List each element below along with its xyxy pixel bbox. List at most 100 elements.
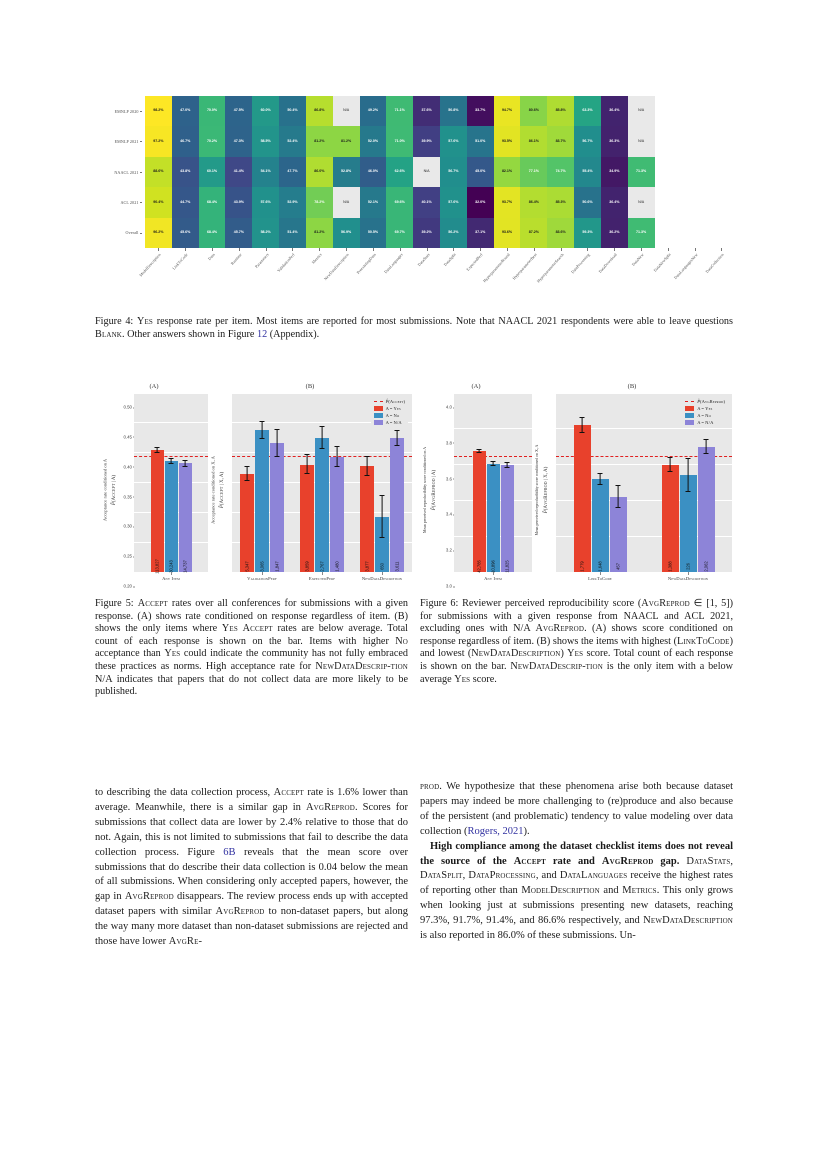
legend-item: A = N/A [373, 419, 405, 426]
legend-item: A = N/A [685, 419, 725, 426]
y-axis-label-math: P̂(Accept | X, A) [219, 471, 225, 508]
bar-count-label: 10,896 [490, 560, 496, 573]
bar[interactable]: 2,062 [697, 446, 715, 572]
bar[interactable]: 10,896 [486, 463, 500, 573]
panel-title: (A) [471, 383, 481, 390]
y-axis-label: Acceptance rate conditioned on X, A [210, 455, 215, 524]
axis-tick [238, 248, 240, 251]
gridline [556, 428, 732, 429]
bar[interactable]: 5,347 [240, 473, 254, 572]
bar-count-label: 14,737 [182, 560, 188, 573]
heatmap-column-label: Metrics [310, 252, 323, 265]
heatmap-cell: 70.0% [198, 96, 226, 127]
bar[interactable]: 30,243 [164, 461, 178, 573]
axis-tick [480, 248, 481, 251]
figure-5: (A) Acceptance rate conditioned on A P̂(Ac… [100, 381, 412, 589]
bar[interactable]: 650 [375, 517, 389, 572]
heatmap-column-label-slot: DataNewSplit [652, 248, 681, 300]
bar[interactable]: 14,737 [178, 463, 192, 573]
bar-count-label: 42,785 [476, 560, 482, 573]
chart-panel-a: (A) Acceptance rate conditioned on A P̂(Ac… [100, 381, 208, 589]
heatmap-cell: N/A [627, 126, 655, 157]
heatmap-column-label: DataDownload [597, 252, 618, 274]
error-bar [617, 486, 619, 508]
bar-slot: 30,243 [164, 393, 178, 573]
bar[interactable]: 3,877 [360, 466, 374, 572]
figure-6: (A) Mean perceived reproducibility score … [420, 381, 732, 589]
heatmap-cell: 36.3% [600, 126, 628, 157]
heatmap-cell: 43.9% [225, 187, 253, 218]
bar[interactable]: 1,480 [330, 456, 344, 572]
axis-tick [382, 572, 383, 575]
bar-count-label: 1,648 [597, 561, 603, 572]
bar[interactable]: 1,779 [573, 425, 591, 572]
legend-label: A = N/A [697, 420, 714, 425]
error-bar [366, 456, 368, 476]
error-bar-cap [319, 426, 325, 428]
heatmap-column-label-slot: Metrics [306, 248, 333, 300]
heatmap-cell: 32.0% [466, 187, 494, 218]
bar[interactable]: 42,785 [472, 451, 486, 573]
bar[interactable]: 3,611 [390, 438, 404, 572]
paragraph-left-1: to describing the data collection proces… [95, 787, 409, 948]
gridline [454, 392, 532, 393]
legend-label: A = Yes [697, 406, 713, 411]
error-bar-cap [364, 456, 370, 457]
heatmap-cell: 43.8% [171, 156, 199, 188]
figure-reference-link[interactable]: 12 [256, 328, 268, 340]
error-bar [581, 418, 583, 433]
bar-slot: 226 [679, 393, 697, 572]
bar[interactable]: 3,859 [300, 464, 314, 572]
gridline [556, 499, 732, 501]
heatmap-cell: 52.9% [279, 187, 306, 218]
heatmap-cell: 71.3% [627, 156, 655, 188]
bar[interactable]: 2,767 [315, 437, 329, 572]
bar[interactable]: 457 [609, 496, 627, 572]
bar[interactable]: 11,825 [500, 464, 514, 573]
bar-count-label: 1,779 [579, 561, 585, 572]
gridline [454, 428, 532, 429]
heatmap-cell: 52.4% [279, 126, 306, 157]
bar[interactable]: 1,388 [661, 464, 679, 572]
figure-reference-link[interactable]: 6B [223, 846, 236, 858]
bar-count-label: 3,065 [259, 561, 265, 572]
legend-dash-icon [685, 401, 695, 402]
heatmap-cell [681, 187, 709, 218]
bar[interactable]: 3,065 [255, 430, 269, 572]
heatmap-cell: 83.6% [547, 217, 575, 248]
heatmap-cell: 83.7% [547, 126, 575, 157]
heatmap-row-labels: EMNLP 2020 EMNLP 2021 NAACL 2021 ACL 2021 Ov… [95, 96, 145, 248]
error-bar [599, 473, 601, 485]
heatmap-cell: 46.0% [359, 156, 387, 188]
heatmap-cell: 70.2% [198, 126, 226, 157]
error-bar-cap [667, 470, 673, 472]
heatmap-cell [654, 126, 682, 157]
heatmap-cell: 81.2% [332, 126, 360, 157]
heatmap-cell: 56.7% [574, 126, 601, 157]
error-bar-cap [244, 465, 250, 467]
chart-panel-b: (B) Acceptance rate conditioned on X, A P̂… [208, 381, 412, 586]
x-tick-label: NewDataDescription [361, 575, 403, 581]
heatmap-cell: 74.7% [547, 156, 575, 188]
gridline [232, 422, 412, 423]
bar[interactable]: 113,827 [150, 450, 164, 574]
error-bar-cap [490, 460, 496, 462]
bar-slot: 2,062 [697, 393, 715, 572]
citation-link[interactable]: Rogers, 2021 [467, 825, 524, 837]
heatmap-cell: 69.7% [386, 217, 414, 248]
heatmap-column-label-slot: LinkToCode [171, 248, 199, 300]
heatmap-cell: 40.1% [413, 187, 440, 218]
y-axis-label: Mean perceived reproducibility score con… [422, 446, 427, 533]
heatmap-column-label: Parameters [253, 252, 270, 269]
body-column-left: to describing the data collection proces… [95, 786, 408, 950]
bar[interactable]: 1,648 [591, 478, 609, 572]
error-bar-cap [615, 506, 621, 508]
heatmap-column-label: DataLanguages [382, 252, 404, 275]
bar-slot: 1,847 [270, 393, 284, 572]
heatmap-cell: 52.1% [359, 187, 387, 218]
heatmap-cell: 69.6% [386, 187, 414, 218]
bar[interactable]: 1,847 [270, 443, 284, 572]
error-bar [705, 439, 707, 454]
axis-tick [426, 248, 428, 251]
bar[interactable]: 226 [679, 475, 697, 572]
